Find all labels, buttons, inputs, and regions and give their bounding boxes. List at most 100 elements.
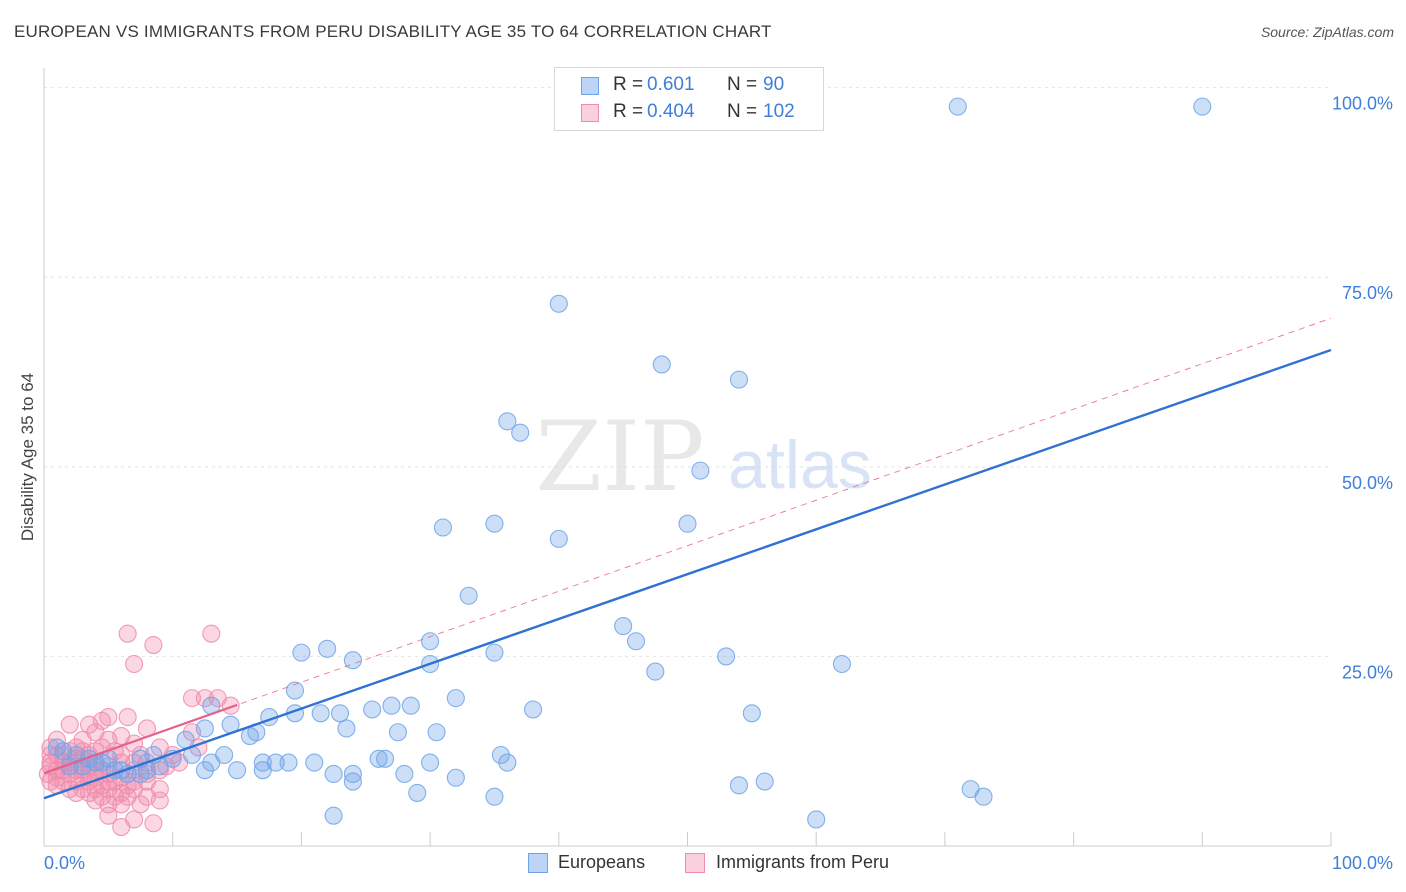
european-point (691, 461, 710, 480)
y-tick-label: 100.0% (1332, 94, 1393, 114)
source-label: Source: ZipAtlas.com (1260, 24, 1394, 40)
peru-point (125, 654, 144, 674)
european-point (524, 700, 543, 719)
bottom-legend-swatch-europeans (528, 853, 548, 873)
european-point (382, 696, 401, 715)
european-point (459, 586, 478, 605)
european-point (832, 654, 851, 674)
european-point (491, 745, 510, 765)
european-point (408, 783, 427, 802)
peru-trend-line-solid (43, 703, 238, 775)
bottom-legend-label-peru: Immigrants from Peru (716, 852, 890, 872)
legend-r-value: 0.404 (647, 101, 695, 122)
european-point (324, 806, 343, 825)
europeans-trend-line (43, 348, 1332, 800)
european-point (678, 514, 697, 533)
peru-point (99, 806, 118, 825)
peru-trend-line (43, 317, 1332, 774)
trend-lines (43, 317, 1332, 800)
european-point (729, 776, 749, 795)
legend-n-value: 102 (763, 101, 795, 122)
peru-point (195, 689, 214, 708)
x-tick-label: 100.0% (1332, 853, 1393, 873)
european-point (948, 97, 967, 116)
european-point (337, 719, 356, 738)
peru-point (99, 730, 118, 749)
european-point (421, 753, 440, 772)
european-point (253, 753, 272, 772)
european-point (755, 772, 774, 791)
european-point (974, 787, 993, 806)
peru-point (131, 795, 150, 814)
european-point (1193, 97, 1212, 116)
peru-point (105, 787, 124, 806)
european-point (285, 681, 305, 700)
european-point (376, 749, 395, 768)
watermark-zip: ZIP (535, 401, 704, 513)
european-point (343, 772, 362, 791)
peru-point (92, 711, 111, 730)
european-point (202, 753, 221, 772)
peru-point (118, 624, 137, 643)
european-point (324, 764, 343, 784)
european-point (131, 764, 150, 784)
european-point (498, 753, 517, 772)
european-point (717, 647, 736, 666)
y-tick-label: 75.0% (1342, 283, 1393, 303)
bottom-legend-label-europeans: Europeans (558, 852, 646, 872)
peru-point (118, 708, 137, 727)
x-tick-label: 0.0% (44, 853, 85, 873)
european-point (279, 753, 298, 772)
european-point (549, 294, 568, 313)
european-point (742, 704, 761, 723)
european-point (292, 643, 311, 662)
european-point (195, 719, 214, 738)
peru-point (144, 635, 163, 655)
european-point (614, 617, 633, 636)
european-point (421, 632, 440, 651)
peru-point (202, 624, 221, 643)
european-point (318, 639, 337, 658)
legend: R = 0.601 N = 90 R = 0.404 N = 102 (554, 67, 824, 131)
peru-point (112, 795, 131, 814)
y-tick-labels: 25.0% 50.0% 75.0% 100.0% (1332, 94, 1393, 683)
european-point (485, 787, 504, 806)
watermark: ZIP atlas (535, 401, 871, 513)
y-tick-label: 50.0% (1342, 473, 1393, 493)
european-point (311, 704, 330, 723)
peru-point (47, 730, 66, 749)
peru-point (144, 814, 163, 833)
legend-row-europeans: R = 0.601 N = 90 (555, 74, 823, 100)
peru-point (112, 817, 131, 837)
legend-n-label: N = (727, 74, 758, 95)
european-point (485, 643, 504, 662)
legend-n-label: N = (727, 101, 758, 122)
european-point (549, 529, 568, 548)
x-tick-labels: 0.0% 100.0% (44, 853, 1393, 873)
european-point (369, 749, 388, 768)
legend-r-label: R = (613, 74, 644, 95)
european-point (401, 696, 420, 715)
watermark-atlas: atlas (728, 427, 872, 503)
european-point (388, 723, 407, 742)
europeans-points (47, 97, 1212, 829)
peru-point (182, 689, 202, 708)
peru-point (150, 791, 169, 810)
peru-point (125, 772, 144, 791)
european-point (305, 753, 324, 772)
peru-point (221, 696, 240, 715)
european-point (626, 632, 646, 651)
european-point (427, 723, 446, 742)
bottom-legend-swatch-peru (685, 853, 705, 873)
legend-row-peru: R = 0.404 N = 102 (555, 101, 823, 127)
european-point (646, 662, 665, 681)
european-point (330, 704, 350, 723)
european-point (446, 689, 465, 708)
european-point (729, 370, 749, 389)
y-axis-label: Disability Age 35 to 64 (18, 373, 37, 541)
european-point (195, 761, 214, 780)
european-point (343, 651, 362, 670)
legend-swatch-europeans (581, 77, 599, 95)
european-point (807, 810, 826, 829)
